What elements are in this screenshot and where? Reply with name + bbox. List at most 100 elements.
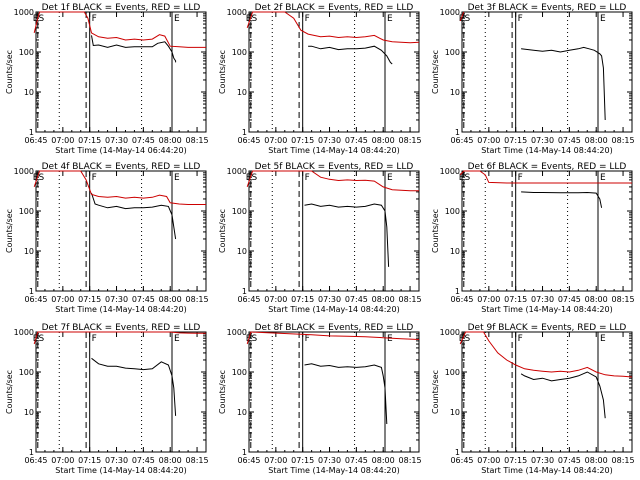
x-axis: 06:45 07:00 07:15 07:30 07:45 08:00 08:15 — [450, 332, 635, 465]
y-axis: 1 10 100 1000 — [14, 328, 206, 457]
lld-series — [33, 170, 206, 205]
panel-det-5: Det 5f BLACK = Events, RED = LLD 1 10 100 10… — [218, 162, 422, 314]
x-tick-label: 07:45 — [132, 456, 155, 465]
events-series — [304, 363, 388, 425]
y-axis-label: Counts/sec — [5, 370, 14, 414]
x-tick-label: 07:15 — [291, 295, 314, 304]
y-tick-label: 10 — [24, 247, 34, 256]
x-axis-label: Start Time (14-May-14 08:44:20) — [55, 466, 186, 475]
x-axis-label: Start Time (14-May-14 06:44:20) — [55, 146, 186, 155]
marker-lines — [37, 171, 173, 291]
x-tick-label: 06:45 — [24, 456, 47, 465]
panel-det-2: Det 2f BLACK = Events, RED = LLD 1 10 100 10… — [218, 3, 422, 155]
x-axis-label: Start Time (14-May-14 08:44:20) — [268, 305, 399, 314]
y-tick-label: 1000 — [14, 328, 34, 337]
y-tick-label: 100 — [19, 207, 34, 216]
x-tick-label: 08:15 — [612, 136, 635, 145]
annotation-f: F — [92, 173, 97, 183]
x-tick-label: 06:45 — [450, 456, 473, 465]
x-axis-label: Start Time (14-May-14 08:44:20) — [481, 466, 612, 475]
x-axis: 06:45 07:00 07:15 07:30 07:45 08:00 08:15 — [24, 332, 209, 465]
y-axis-label: Counts/sec — [218, 209, 227, 253]
marker-lines — [250, 171, 386, 291]
marker-lines — [37, 12, 173, 132]
events-series — [521, 191, 603, 208]
y-tick-label: 1 — [455, 448, 460, 457]
x-tick-label: 07:30 — [105, 295, 128, 304]
panel-det-9: Det 9f BLACK = Events, RED = LLD 1 10 100 10… — [431, 323, 635, 475]
x-axis-label: Start Time (14-May-14 08:44:20) — [268, 466, 399, 475]
y-tick-label: 1 — [242, 448, 247, 457]
x-tick-label: 07:00 — [477, 295, 500, 304]
x-tick-label: 07:45 — [345, 456, 368, 465]
y-tick-label: 100 — [232, 368, 247, 377]
plot-frame — [248, 170, 420, 292]
x-tick-label: 08:00 — [585, 136, 608, 145]
panel-title: Det 9f BLACK = Events, RED = LLD — [468, 323, 627, 333]
panel-title: Det 5f BLACK = Events, RED = LLD — [255, 162, 414, 172]
plot-frame — [248, 331, 420, 453]
x-tick-label: 08:00 — [159, 456, 182, 465]
x-tick-label: 07:45 — [558, 456, 581, 465]
annotation-e: E — [174, 334, 180, 344]
y-tick-label: 1000 — [440, 8, 460, 17]
y-tick-label: 1000 — [227, 8, 247, 17]
plot-frame — [35, 11, 207, 133]
x-tick-label: 08:00 — [372, 136, 395, 145]
y-axis-label: Counts/sec — [5, 50, 14, 94]
x-tick-label: 07:30 — [318, 136, 341, 145]
x-tick-label: 07:15 — [78, 456, 101, 465]
panel-title: Det 7f BLACK = Events, RED = LLD — [42, 323, 201, 333]
x-tick-label: 06:45 — [237, 456, 260, 465]
annotation-es: ES — [246, 14, 258, 24]
x-tick-label: 07:30 — [318, 295, 341, 304]
x-tick-label: 06:45 — [24, 136, 47, 145]
y-tick-label: 100 — [232, 48, 247, 57]
x-tick-label: 07:00 — [51, 136, 74, 145]
y-tick-label: 1 — [455, 287, 460, 296]
x-tick-label: 08:15 — [186, 295, 209, 304]
annotation-es: ES — [33, 173, 45, 183]
y-tick-label: 10 — [24, 408, 34, 417]
panel-det-8: Det 8f BLACK = Events, RED = LLD 1 10 100 10… — [218, 323, 422, 475]
annotation-e: E — [600, 334, 606, 344]
x-tick-label: 06:45 — [24, 295, 47, 304]
x-tick-label: 07:15 — [78, 136, 101, 145]
x-axis-label: Start Time (14-May-14 08:44:20) — [481, 305, 612, 314]
x-tick-label: 07:00 — [51, 456, 74, 465]
panel-det-7: Det 7f BLACK = Events, RED = LLD 1 10 100 10… — [5, 323, 209, 475]
x-tick-label: 07:45 — [345, 295, 368, 304]
y-tick-label: 1000 — [14, 8, 34, 17]
panel-title: Det 8f BLACK = Events, RED = LLD — [255, 323, 414, 333]
y-tick-label: 100 — [19, 368, 34, 377]
annotation-es: ES — [246, 334, 258, 344]
x-tick-label: 08:00 — [372, 456, 395, 465]
annotation-f: F — [305, 173, 310, 183]
y-tick-label: 1000 — [227, 328, 247, 337]
events-series — [521, 46, 606, 121]
lld-series — [246, 331, 420, 345]
plot-frame — [35, 170, 207, 292]
x-tick-label: 06:45 — [237, 295, 260, 304]
panel-title: Det 4f BLACK = Events, RED = LLD — [42, 162, 201, 172]
x-tick-label: 08:15 — [399, 456, 422, 465]
x-tick-label: 08:15 — [399, 295, 422, 304]
annotation-e: E — [600, 173, 606, 183]
plot-frame — [35, 331, 207, 453]
y-axis: 1 10 100 1000 — [14, 8, 206, 137]
x-axis: 06:45 07:00 07:15 07:30 07:45 08:00 08:15 — [450, 12, 635, 145]
y-axis: 1 10 100 1000 — [227, 328, 419, 457]
plot-frame — [461, 331, 633, 453]
y-tick-label: 1 — [29, 287, 34, 296]
panel-title: Det 1f BLACK = Events, RED = LLD — [42, 3, 201, 13]
y-tick-label: 1 — [29, 448, 34, 457]
annotation-e: E — [600, 14, 606, 24]
y-tick-label: 10 — [450, 247, 460, 256]
lld-series — [33, 331, 206, 345]
x-tick-label: 08:15 — [186, 456, 209, 465]
annotation-f: F — [305, 14, 310, 24]
y-tick-label: 1 — [242, 128, 247, 137]
x-tick-label: 07:30 — [105, 136, 128, 145]
y-axis: 1 10 100 1000 — [227, 167, 419, 296]
y-tick-label: 10 — [450, 88, 460, 97]
